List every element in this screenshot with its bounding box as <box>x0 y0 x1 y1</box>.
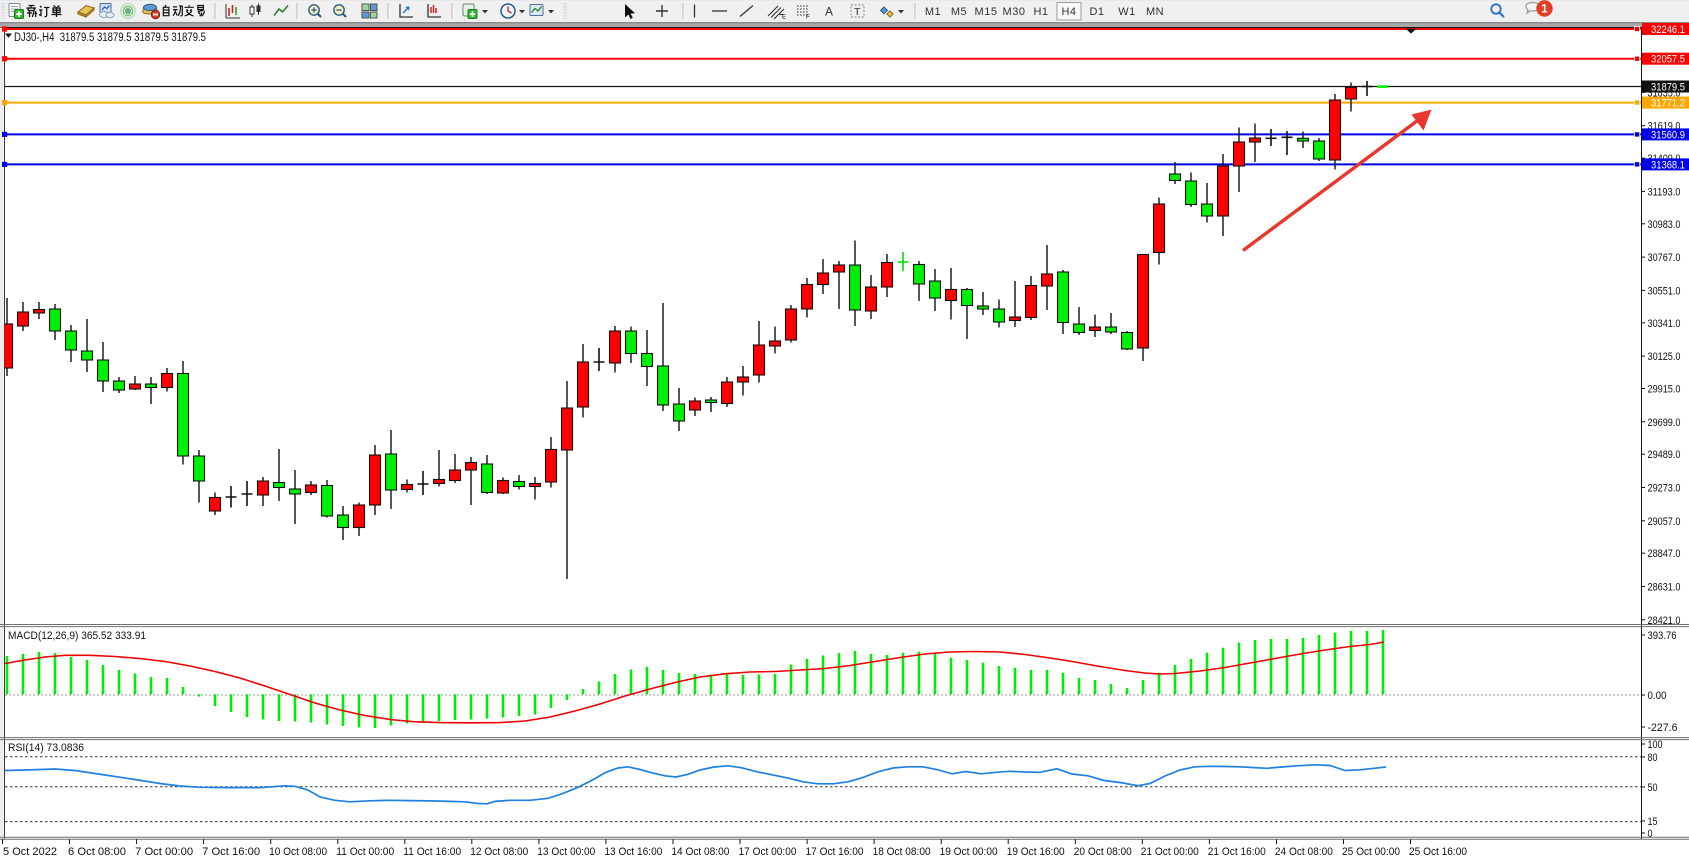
svg-text:24 Oct 08:00: 24 Oct 08:00 <box>1275 846 1333 858</box>
svg-text:MN: MN <box>1146 6 1164 18</box>
svg-text:-227.6: -227.6 <box>1648 722 1678 734</box>
svg-text:30983.0: 30983.0 <box>1648 219 1681 231</box>
svg-text:31879.5: 31879.5 <box>1651 82 1685 94</box>
svg-text:E: E <box>782 15 786 21</box>
svg-text:1: 1 <box>1541 4 1548 16</box>
svg-text:18 Oct 08:00: 18 Oct 08:00 <box>873 846 931 858</box>
svg-text:25 Oct 00:00: 25 Oct 00:00 <box>1342 846 1400 858</box>
svg-text:32057.5: 32057.5 <box>1651 54 1685 66</box>
svg-text:M1: M1 <box>925 6 941 18</box>
svg-text:T: T <box>854 6 861 18</box>
svg-text:28421.0: 28421.0 <box>1648 615 1681 627</box>
svg-text:29489.0: 29489.0 <box>1648 449 1681 461</box>
svg-text:11 Oct 00:00: 11 Oct 00:00 <box>336 846 394 858</box>
svg-text:F: F <box>806 15 810 21</box>
svg-text:12 Oct 08:00: 12 Oct 08:00 <box>470 846 528 858</box>
svg-text:0: 0 <box>1648 828 1653 840</box>
svg-text:21 Oct 00:00: 21 Oct 00:00 <box>1141 846 1199 858</box>
svg-text:30125.0: 30125.0 <box>1648 351 1681 363</box>
svg-text:RSI(14) 73.0836: RSI(14) 73.0836 <box>8 742 84 754</box>
svg-text:14 Oct 08:00: 14 Oct 08:00 <box>671 846 729 858</box>
svg-text:29273.0: 29273.0 <box>1648 483 1681 495</box>
svg-text:6 Oct 08:00: 6 Oct 08:00 <box>68 846 126 858</box>
svg-text:393.76: 393.76 <box>1648 630 1677 642</box>
svg-text:80: 80 <box>1648 752 1658 764</box>
svg-text:17 Oct 00:00: 17 Oct 00:00 <box>739 846 797 858</box>
svg-text:11 Oct 16:00: 11 Oct 16:00 <box>403 846 461 858</box>
svg-text:M15: M15 <box>975 6 998 18</box>
svg-text:100: 100 <box>1648 739 1663 751</box>
svg-text:D1: D1 <box>1089 6 1104 18</box>
svg-text:H4: H4 <box>1061 6 1076 18</box>
svg-text:H1: H1 <box>1033 6 1048 18</box>
svg-text:W1: W1 <box>1118 6 1136 18</box>
svg-text:31560.9: 31560.9 <box>1651 129 1685 141</box>
svg-text:29699.0: 29699.0 <box>1648 417 1681 429</box>
svg-text:30551.0: 30551.0 <box>1648 285 1681 297</box>
svg-text:30767.0: 30767.0 <box>1648 252 1681 264</box>
svg-text:28847.0: 28847.0 <box>1648 548 1681 560</box>
svg-text:30341.0: 30341.0 <box>1648 318 1681 330</box>
svg-text:21 Oct 16:00: 21 Oct 16:00 <box>1208 846 1266 858</box>
svg-text:32246.1: 32246.1 <box>1651 24 1685 36</box>
svg-text:5 Oct 2022: 5 Oct 2022 <box>3 846 57 858</box>
svg-text:29915.0: 29915.0 <box>1648 384 1681 396</box>
svg-text:28631.0: 28631.0 <box>1648 582 1681 594</box>
svg-text:DJ30-,H4 31879.5 31879.5 3187: DJ30-,H4 31879.5 31879.5 31879.5 31879.5 <box>14 32 206 44</box>
svg-text:31771.2: 31771.2 <box>1651 98 1685 110</box>
svg-text:A: A <box>825 5 833 19</box>
svg-text:31193.0: 31193.0 <box>1648 186 1681 198</box>
svg-text:29057.0: 29057.0 <box>1648 516 1681 528</box>
svg-text:19 Oct 00:00: 19 Oct 00:00 <box>940 846 998 858</box>
svg-text:0.00: 0.00 <box>1648 690 1667 702</box>
svg-text:17 Oct 16:00: 17 Oct 16:00 <box>806 846 864 858</box>
svg-text:7 Oct 00:00: 7 Oct 00:00 <box>135 846 193 858</box>
svg-text:M30: M30 <box>1003 6 1026 18</box>
svg-text:19 Oct 16:00: 19 Oct 16:00 <box>1007 846 1065 858</box>
svg-text:25 Oct 16:00: 25 Oct 16:00 <box>1409 846 1467 858</box>
svg-text:7 Oct 16:00: 7 Oct 16:00 <box>202 846 260 858</box>
svg-text:10 Oct 08:00: 10 Oct 08:00 <box>269 846 327 858</box>
svg-text:31368.1: 31368.1 <box>1651 159 1685 171</box>
svg-text:50: 50 <box>1648 782 1658 794</box>
svg-text:15: 15 <box>1648 816 1658 828</box>
svg-text:MACD(12,26,9) 365.52 333.91: MACD(12,26,9) 365.52 333.91 <box>8 630 146 642</box>
svg-text:20 Oct 08:00: 20 Oct 08:00 <box>1074 846 1132 858</box>
svg-text:13 Oct 16:00: 13 Oct 16:00 <box>604 846 662 858</box>
svg-text:M5: M5 <box>951 6 967 18</box>
svg-text:13 Oct 00:00: 13 Oct 00:00 <box>537 846 595 858</box>
